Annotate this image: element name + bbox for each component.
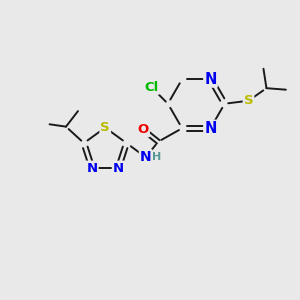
Text: S: S [100, 121, 110, 134]
Text: N: N [113, 162, 124, 175]
Text: N: N [204, 121, 217, 136]
Text: N: N [204, 72, 217, 87]
Text: Cl: Cl [144, 81, 159, 94]
Text: S: S [244, 94, 254, 107]
Text: O: O [138, 123, 149, 136]
Text: N: N [86, 162, 98, 175]
Text: N: N [140, 150, 152, 164]
Text: H: H [152, 152, 162, 162]
